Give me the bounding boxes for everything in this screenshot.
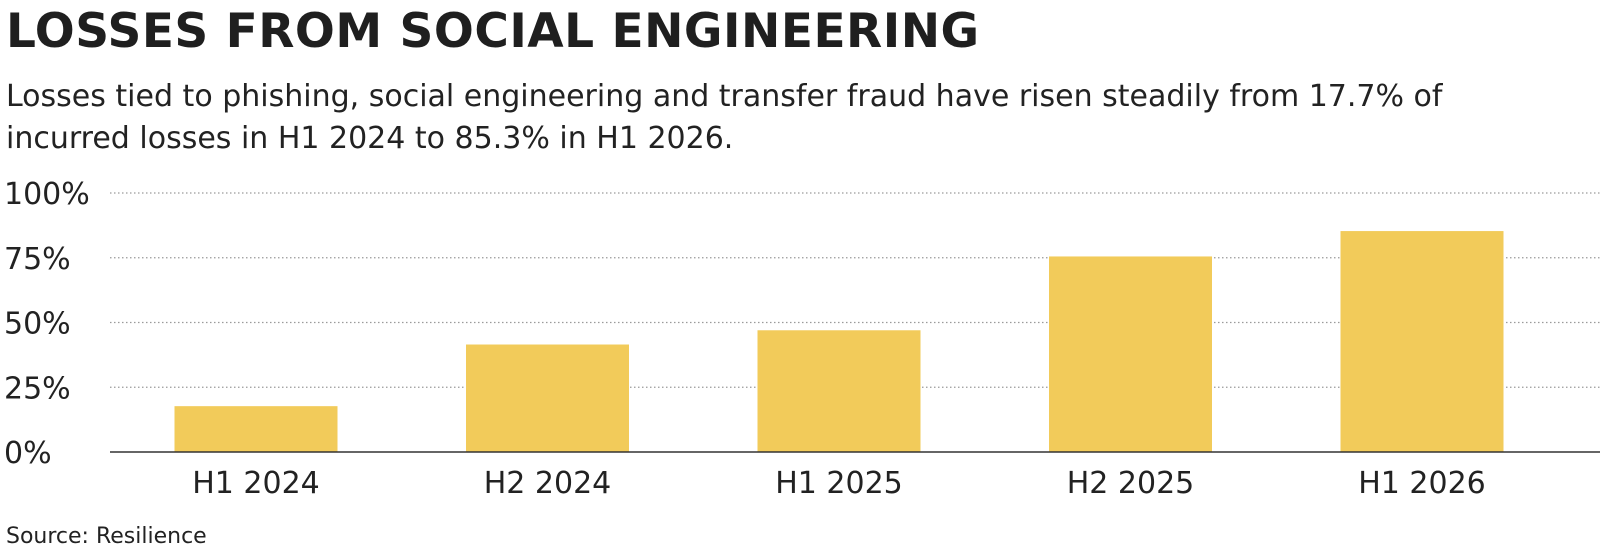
x-tick-label: H1 2025 [775,466,903,501]
bar [1340,231,1504,452]
x-tick-label: H1 2026 [1358,466,1486,501]
y-tick-label: 50% [4,307,71,342]
x-tick-label: H1 2024 [192,466,320,501]
y-tick-label: 0% [4,436,52,471]
bars [174,231,1504,452]
y-tick-label: 100% [4,177,90,212]
bar-chart: 0% 25% 50% 75% 100% H1 2024 H2 2024 H1 2025 H2 … [4,177,1600,501]
bar [466,344,629,452]
x-axis-ticks: H1 2024 H2 2024 H1 2025 H2 2025 H1 2026 [192,466,1486,501]
source-note: Source: Resilience [6,524,207,549]
bar [174,406,338,452]
bar [757,330,921,452]
y-tick-label: 75% [4,242,71,277]
chart-subtitle: Losses tied to phishing, social engineer… [6,79,1443,156]
chart-title: LOSSES FROM SOCIAL ENGINEERING [6,4,980,59]
x-tick-label: H2 2024 [484,466,612,501]
x-tick-label: H2 2025 [1067,466,1195,501]
bar [1049,256,1212,452]
y-tick-label: 25% [4,371,71,406]
y-axis-ticks: 0% 25% 50% 75% 100% [4,177,90,471]
